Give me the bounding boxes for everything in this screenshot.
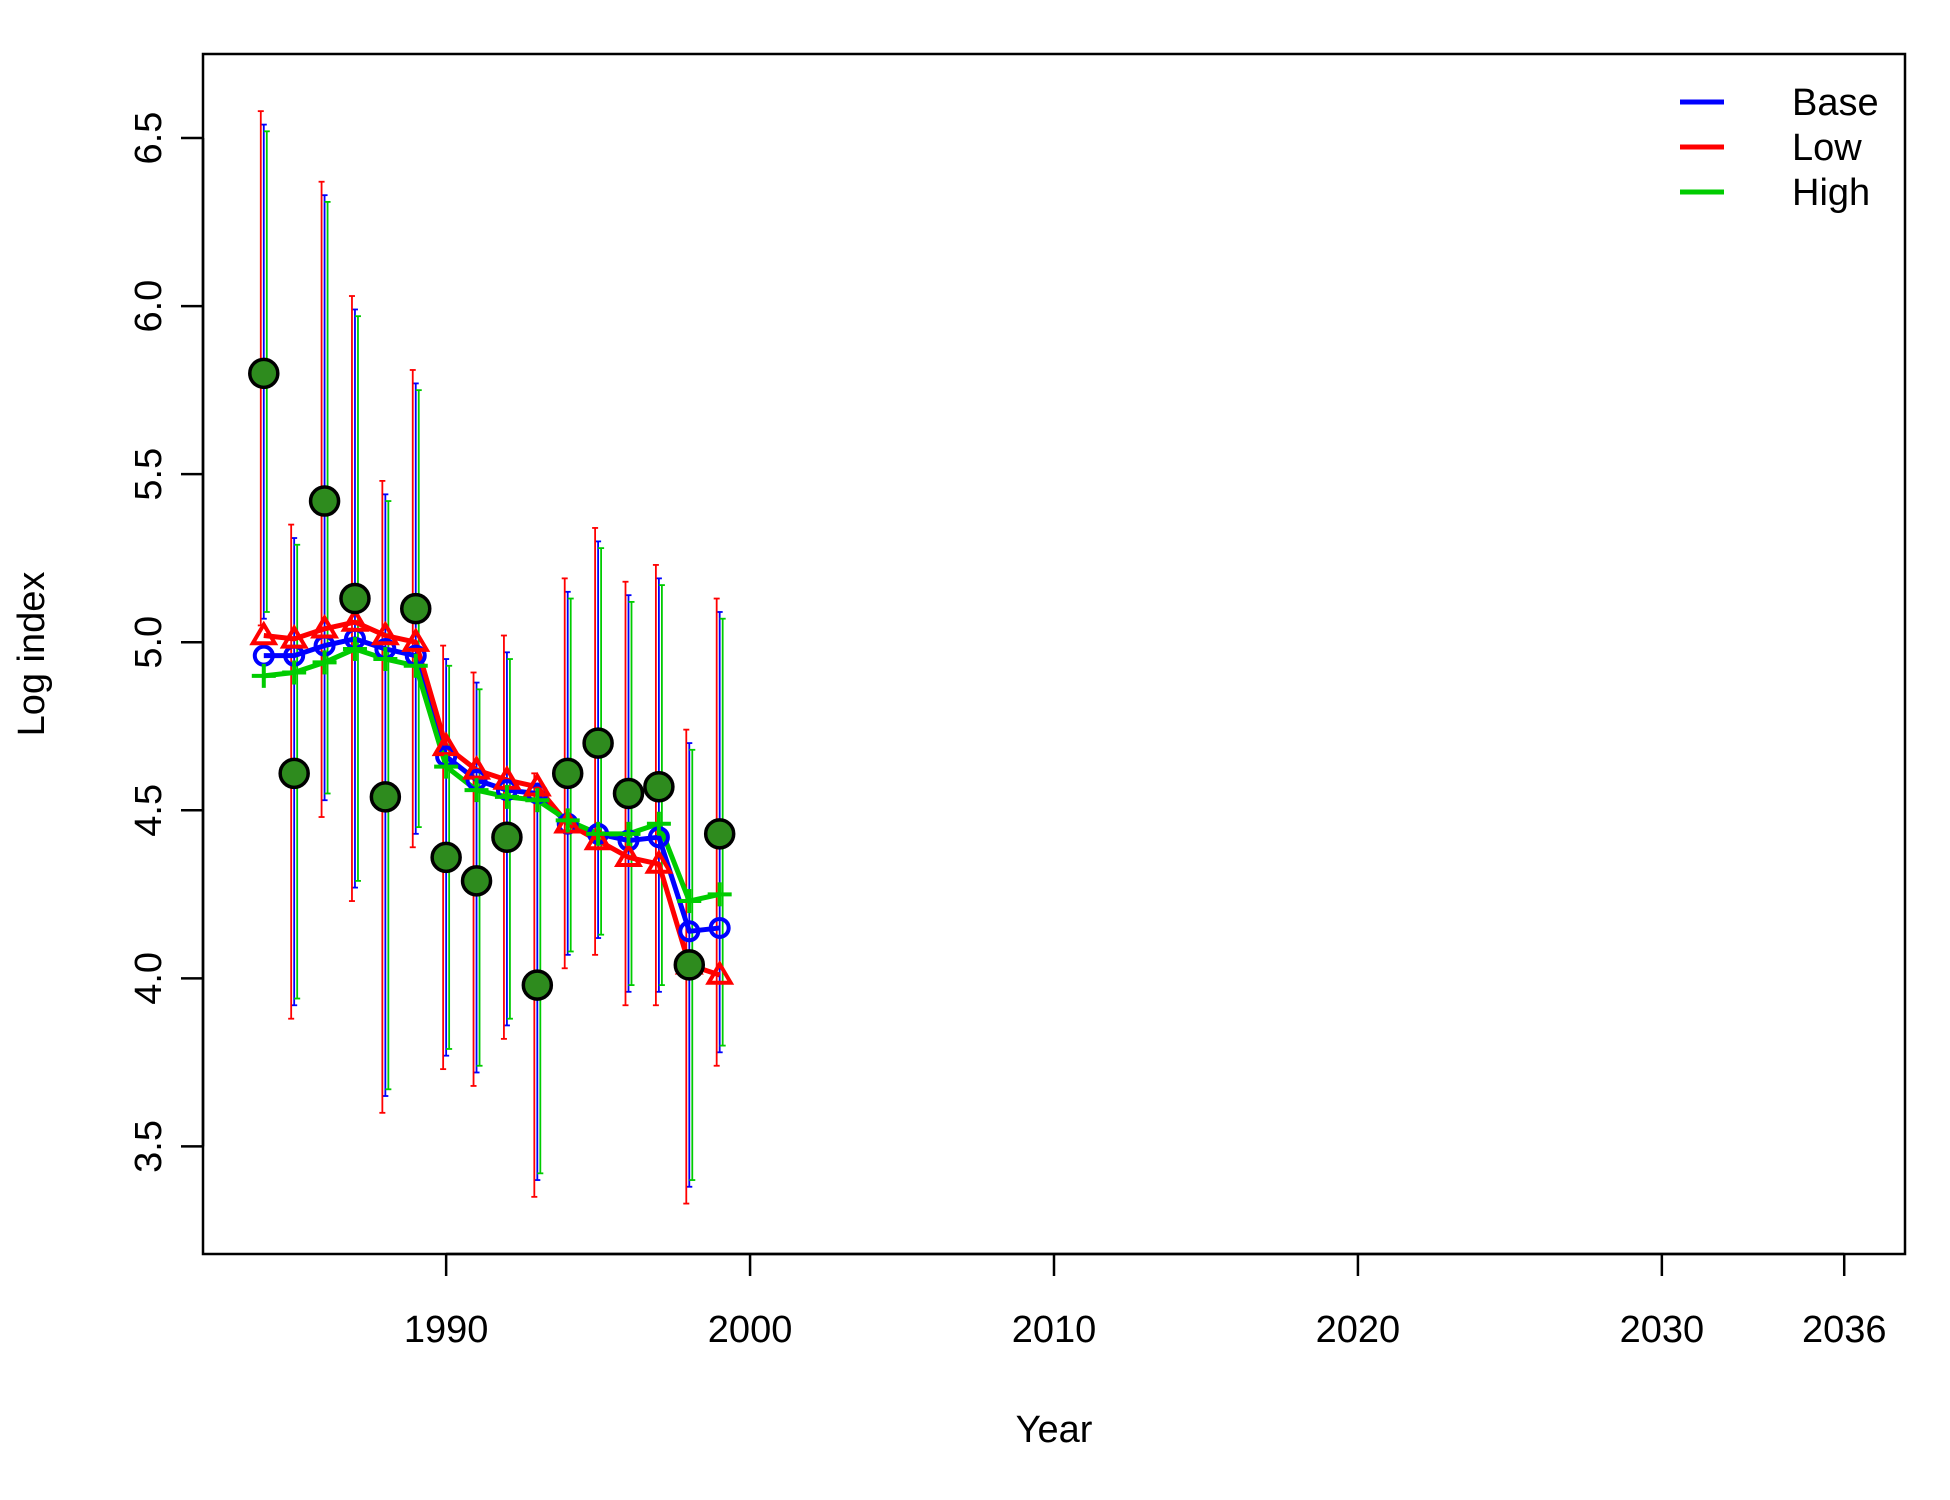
x-axis: 1990 2000 2010 2020 2030 2036: [404, 1252, 1887, 1351]
marker-low-1989: [401, 627, 431, 652]
marker-low-1990: [431, 731, 461, 757]
observed-point-1989: [400, 592, 432, 625]
marker-high-1995: [586, 821, 611, 846]
observed-point-1988: [369, 781, 402, 813]
marker-base-1999: [708, 916, 731, 939]
y-tick-label-6: 6.5: [128, 112, 170, 165]
marker-high-1989: [403, 653, 428, 678]
x-axis-title: Year: [1016, 1409, 1093, 1451]
marker-high-1984: [251, 663, 276, 688]
marker-high-1985: [282, 660, 307, 685]
marker-low-1988: [370, 620, 400, 646]
marker-high-1993: [525, 788, 550, 813]
observed-point-1997: [643, 771, 675, 803]
observed-point-1992: [491, 821, 523, 853]
y-axis: 3.5 4.0 4.5 5.0 5.5 6.0 6.5: [128, 112, 205, 1173]
marker-high-1997: [646, 811, 671, 836]
marker-high-1987: [342, 636, 367, 661]
marker-low-1984: [249, 620, 279, 646]
observed-point-1994: [551, 757, 584, 790]
marker-low-1985: [279, 623, 309, 649]
marker-high-1986: [312, 650, 337, 675]
series-line-high: [263, 646, 721, 904]
marker-high-1992: [494, 784, 519, 809]
marker-high-1996: [616, 821, 641, 846]
x-tick-label-4: 2030: [1620, 1309, 1705, 1351]
legend-label-base: Base: [1792, 82, 1879, 124]
marker-base-1998: [678, 920, 701, 943]
legend-label-high: High: [1792, 172, 1870, 214]
y-tick-label-0: 3.5: [128, 1120, 170, 1173]
observed-point-1990: [430, 841, 462, 874]
marker-low-1986: [310, 613, 340, 639]
observed-point-1984: [248, 357, 280, 390]
observed-point-1993: [521, 969, 554, 1001]
observed-point-1996: [612, 777, 645, 810]
observed-point-1999: [703, 818, 736, 850]
y-tick-label-1: 4.0: [128, 952, 170, 1005]
observed-point-1986: [308, 485, 341, 517]
marker-low-1999: [705, 960, 735, 985]
observed-point-1998: [673, 949, 706, 981]
marker-low-1995: [583, 825, 613, 851]
y-axis-title: Log index: [11, 572, 53, 737]
marker-high-1994: [555, 808, 580, 833]
marker-high-1998: [677, 889, 702, 914]
series-lines: [263, 619, 721, 978]
x-tick-label-5: 2036: [1802, 1309, 1887, 1351]
marker-high-1999: [707, 882, 732, 907]
plot-frame: [201, 52, 1907, 1256]
y-tick-label-5: 6.0: [128, 280, 170, 333]
x-tick-label-1: 2000: [708, 1309, 793, 1351]
marker-high-1988: [373, 647, 398, 672]
x-tick-label-3: 2020: [1316, 1309, 1401, 1351]
series-line-low: [263, 619, 721, 978]
y-tick-label-3: 5.0: [128, 616, 170, 669]
marker-high-1991: [464, 778, 489, 803]
legend-label-low: Low: [1792, 127, 1862, 169]
marker-low-1991: [462, 755, 492, 780]
y-tick-label-2: 4.5: [128, 784, 170, 837]
marker-low-1996: [614, 842, 643, 868]
x-tick-label-0: 1990: [404, 1309, 489, 1351]
observed-point-1985: [278, 757, 310, 790]
error-bars: [257, 110, 726, 1205]
x-tick-label-2: 2010: [1012, 1309, 1097, 1351]
series-line-base: [263, 636, 720, 934]
observed-point-1987: [339, 582, 371, 615]
observed-points: [248, 357, 736, 1001]
observed-point-1995: [582, 727, 614, 759]
y-tick-label-4: 5.5: [128, 448, 170, 501]
marker-low-1987: [340, 607, 370, 632]
marker-low-1997: [644, 849, 674, 874]
marker-high-1990: [434, 754, 459, 779]
observed-point-1991: [460, 865, 493, 897]
